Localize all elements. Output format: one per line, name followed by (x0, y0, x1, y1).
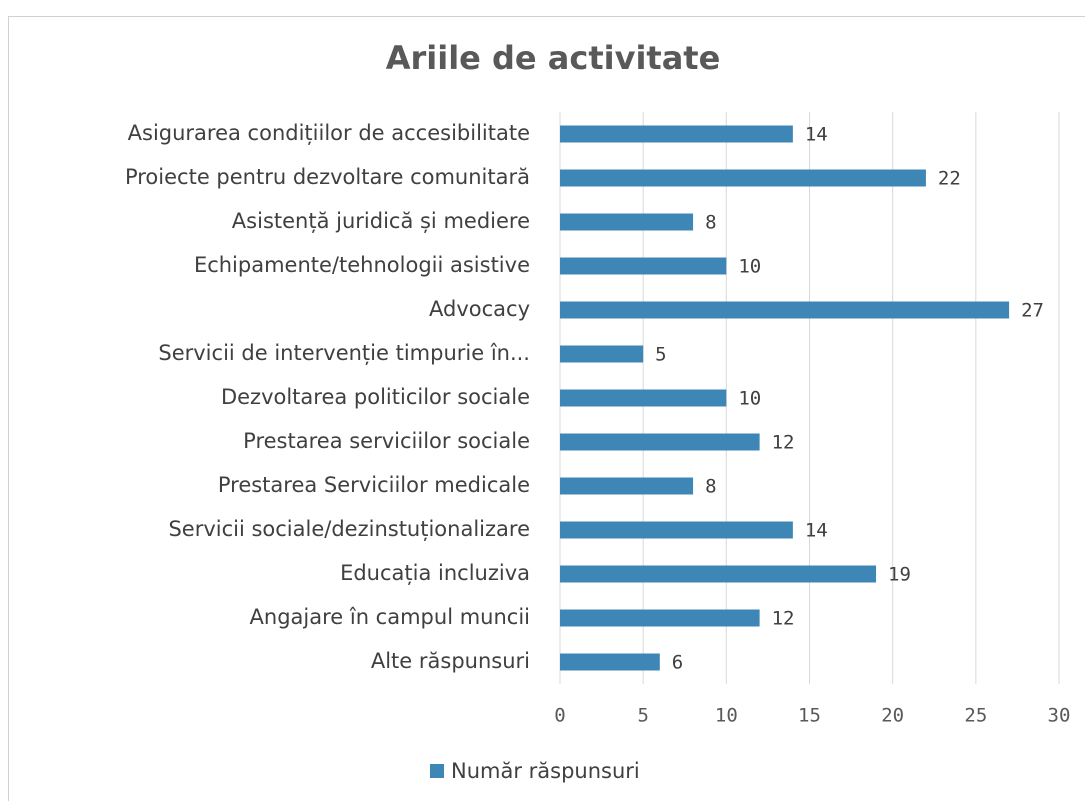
bar (560, 169, 926, 187)
bar (560, 345, 644, 363)
data-label: 12 (772, 608, 795, 630)
y-tick-label: Asistență juridică și mediere (232, 209, 530, 233)
bar (560, 125, 793, 143)
x-tick-label: 20 (881, 705, 904, 727)
y-tick-label: Servicii sociale/dezinstuționalizare (168, 517, 530, 541)
data-label: 12 (772, 432, 795, 454)
data-label: 14 (805, 520, 828, 542)
chart-frame (8, 16, 1085, 801)
y-tick-label: Proiecte pentru dezvoltare comunitară (125, 165, 530, 189)
bar (560, 257, 727, 275)
data-label: 10 (738, 388, 761, 410)
legend-swatch (430, 764, 444, 778)
data-label: 14 (805, 124, 828, 146)
data-label: 5 (655, 344, 666, 366)
y-tick-label: Educația incluziva (340, 561, 530, 585)
data-label: 10 (738, 256, 761, 278)
data-label: 22 (938, 168, 961, 190)
y-tick-label: Asigurarea condițiilor de accesibilitate (128, 121, 530, 145)
bar (560, 477, 694, 495)
bar (560, 389, 727, 407)
bar (560, 433, 760, 451)
bar (560, 301, 1010, 319)
data-label: 6 (672, 652, 683, 674)
y-tick-label: Advocacy (429, 297, 530, 321)
y-tick-label: Angajare în campul muncii (250, 605, 530, 629)
bar (560, 521, 793, 539)
y-tick-label: Prestarea Serviciilor medicale (218, 473, 530, 497)
y-tick-label: Servicii de intervenție timpurie în... (158, 341, 530, 365)
y-tick-label: Alte răspunsuri (371, 649, 530, 673)
bar (560, 565, 877, 583)
x-tick-label: 25 (964, 705, 987, 727)
data-label: 8 (705, 212, 716, 234)
chart-title: Ariile de activitate (386, 39, 721, 77)
x-tick-label: 5 (637, 705, 648, 727)
x-tick-label: 30 (1048, 705, 1071, 727)
y-tick-label: Dezvoltarea politicilor sociale (221, 385, 530, 409)
y-tick-label: Prestarea serviciilor sociale (243, 429, 530, 453)
data-label: 8 (705, 476, 716, 498)
bar (560, 609, 760, 627)
bar (560, 653, 660, 671)
data-label: 27 (1021, 300, 1044, 322)
legend-label: Număr răspunsuri (451, 759, 640, 783)
x-tick-label: 0 (554, 705, 565, 727)
bar (560, 213, 694, 231)
y-tick-label: Echipamente/tehnologii asistive (194, 253, 530, 277)
x-tick-label: 15 (798, 705, 821, 727)
x-tick-label: 10 (715, 705, 738, 727)
data-label: 19 (888, 564, 911, 586)
